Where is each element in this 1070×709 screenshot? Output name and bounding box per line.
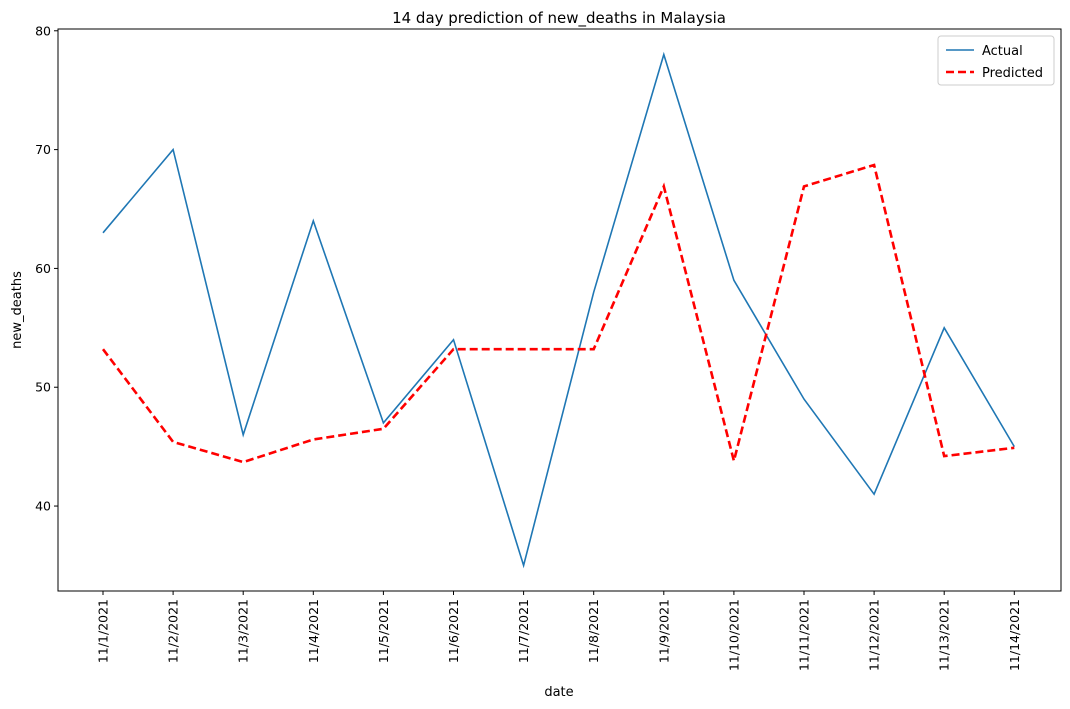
x-tick-label: 11/14/2021	[1007, 599, 1022, 671]
chart-title: 14 day prediction of new_deaths in Malay…	[392, 9, 726, 28]
plot-frame	[57, 28, 1062, 592]
x-tick-label: 11/12/2021	[867, 599, 882, 671]
x-tick-label: 11/5/2021	[376, 599, 391, 663]
x-axis: 11/1/2021 11/2/2021 11/3/2021 11/4/2021 11/5…	[96, 591, 1022, 671]
y-axis: 40 50 60 70 80	[35, 23, 58, 514]
series-line-predicted	[101, 163, 1015, 464]
x-tick-label: 11/3/2021	[236, 599, 251, 663]
y-tick-label: 70	[35, 142, 51, 157]
legend: Actual Predicted	[937, 35, 1055, 86]
x-axis-label: date	[544, 685, 573, 700]
x-tick-label: 11/4/2021	[306, 599, 321, 663]
x-tick-label: 11/13/2021	[937, 599, 952, 671]
x-tick-label: 11/1/2021	[96, 599, 111, 663]
plot-area	[57, 28, 1062, 592]
y-tick-label: 40	[35, 499, 51, 514]
y-axis-label: new_deaths	[10, 271, 25, 349]
x-tick-label: 11/10/2021	[726, 599, 741, 671]
legend-frame	[937, 35, 1055, 86]
y-tick-label: 60	[35, 261, 51, 276]
y-tick-label: 80	[35, 23, 51, 38]
x-tick-label: 11/2/2021	[166, 599, 181, 663]
x-tick-label: 11/7/2021	[516, 599, 531, 663]
x-tick-label: 11/6/2021	[446, 599, 461, 663]
legend-label-predicted: Predicted	[982, 66, 1043, 81]
x-tick-label: 11/11/2021	[797, 599, 812, 671]
x-tick-label: 11/9/2021	[656, 599, 671, 663]
series-layer	[101, 51, 1015, 569]
series-line-actual	[102, 51, 1015, 569]
y-tick-label: 50	[35, 380, 51, 395]
x-tick-label: 11/8/2021	[586, 599, 601, 663]
legend-label-actual: Actual	[982, 44, 1023, 59]
